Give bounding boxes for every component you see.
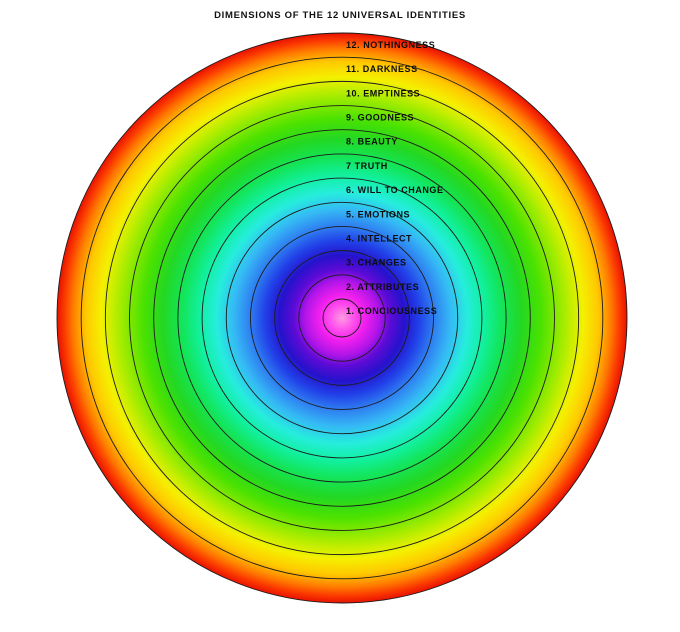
ring-circle-4 <box>250 226 434 410</box>
ring-circle-10 <box>104 80 580 556</box>
ring-label-8: 8. BEAUTY <box>346 137 398 147</box>
ring-label-5: 5. EMOTIONS <box>346 209 410 219</box>
ring-label-11: 11. DARKNESS <box>346 64 418 74</box>
ring-circle-3 <box>274 250 410 386</box>
ring-circle-12 <box>56 32 628 604</box>
ring-circle-5 <box>225 201 459 435</box>
ring-circle-8 <box>153 129 531 507</box>
ring-circle-11 <box>80 56 604 580</box>
ring-label-12: 12. NOTHINGNESS <box>346 40 435 50</box>
ring-label-2: 2. ATTRIBUTES <box>346 282 419 292</box>
ring-label-6: 6. WILL TO CHANGE <box>346 185 444 195</box>
ring-label-3: 3. CHANGES <box>346 258 407 268</box>
ring-label-7: 7 TRUTH <box>346 161 388 171</box>
ring-circle-9 <box>129 105 555 531</box>
ring-label-4: 4. INTELLECT <box>346 233 412 243</box>
diagram-title: DIMENSIONS OF THE 12 UNIVERSAL IDENTITIE… <box>214 10 466 21</box>
ring-label-9: 9. GOODNESS <box>346 113 414 123</box>
ring-circle-7 <box>177 153 507 483</box>
ring-label-10: 10. EMPTINESS <box>346 88 420 98</box>
ring-circle-6 <box>201 177 483 459</box>
ring-label-1: 1. CONCIOUSNESS <box>346 306 437 316</box>
ring-circle-2 <box>298 274 386 362</box>
rainbow-disc <box>57 33 627 603</box>
ring-circle-1 <box>322 298 362 338</box>
